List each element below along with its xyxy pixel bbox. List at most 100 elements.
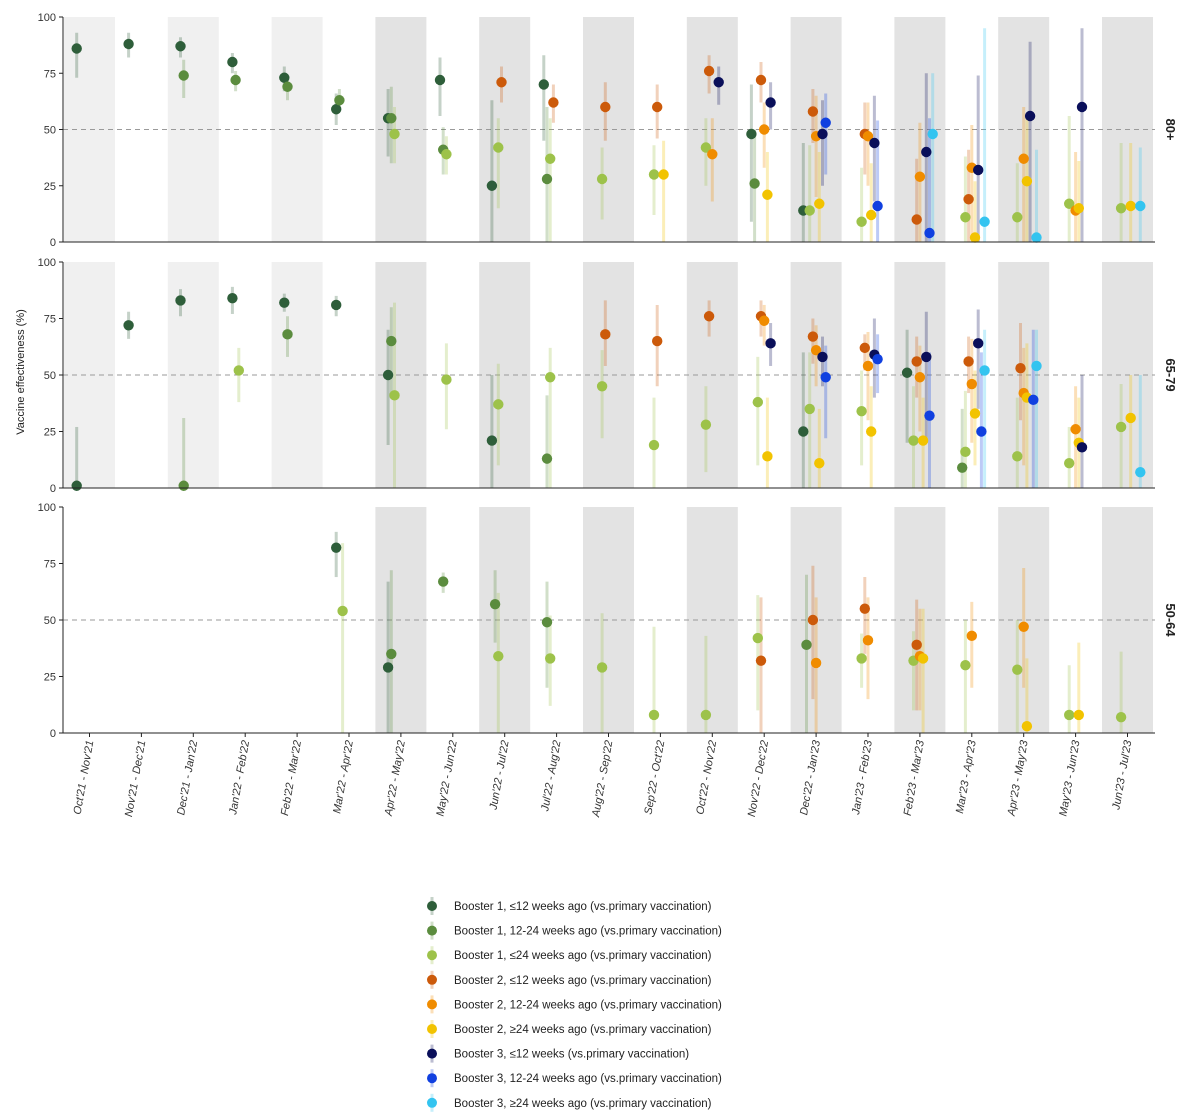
legend-item-label: Booster 2, ≤12 weeks ago (vs.primary vac…: [454, 975, 712, 987]
data-point: [279, 72, 290, 83]
data-point: [856, 216, 867, 227]
x-tick-label: Oct'21 - Nov'21: [72, 739, 97, 815]
data-point: [963, 194, 974, 205]
data-point: [927, 128, 938, 140]
data-point: [957, 462, 968, 473]
data-point: [973, 338, 984, 349]
data-point: [914, 171, 926, 182]
data-point: [1115, 203, 1127, 214]
y-tick-label: 25: [44, 672, 56, 684]
data-point: [596, 662, 608, 673]
x-tick-label: Apr'22 - May'22: [383, 739, 408, 817]
data-point: [911, 214, 922, 225]
y-tick-label: 25: [44, 181, 56, 193]
data-point: [1076, 442, 1088, 453]
data-point: [924, 227, 935, 239]
data-point: [960, 212, 971, 223]
data-point: [1064, 457, 1075, 469]
data-point: [752, 632, 763, 644]
legend: Booster 1, ≤12 weeks ago (vs.primary vac…: [427, 897, 722, 1112]
x-tick-label: Dec'21 - Jan'22: [175, 739, 200, 816]
data-point: [960, 446, 971, 458]
data-point: [493, 399, 504, 410]
data-point: [1135, 466, 1146, 478]
month-band: [998, 262, 1050, 488]
data-point: [541, 173, 553, 185]
data-point: [493, 650, 504, 662]
data-point: [489, 598, 501, 610]
data-point: [123, 320, 134, 331]
data-point: [856, 405, 867, 417]
data-point: [765, 97, 776, 108]
legend-key-point: [427, 901, 437, 911]
data-point: [230, 74, 241, 86]
panel-label: 65-79: [1163, 358, 1178, 391]
month-band: [583, 262, 634, 488]
data-point: [279, 297, 290, 308]
data-point: [227, 292, 238, 304]
month-band: [998, 17, 1050, 242]
data-point: [814, 198, 825, 209]
month-band: [583, 17, 634, 242]
x-tick-label: Feb'23 - Mar'23: [902, 739, 927, 817]
data-point: [914, 372, 926, 383]
x-tick-label: Mar'23 - Apr'23: [954, 739, 979, 815]
legend-key-point: [427, 974, 437, 985]
data-point: [810, 657, 822, 669]
data-point: [331, 542, 342, 553]
legend-key-point: [427, 1073, 437, 1084]
data-point: [178, 480, 189, 491]
data-point: [1135, 200, 1146, 212]
data-point: [389, 390, 400, 401]
legend-key-point: [427, 1097, 437, 1108]
month-band: [790, 262, 842, 488]
data-point: [810, 344, 822, 356]
data-point: [969, 408, 981, 419]
x-tick-label: Jan'22 - Feb'22: [227, 739, 252, 816]
data-point: [1115, 421, 1127, 433]
data-point: [1015, 363, 1026, 374]
legend-item-label: Booster 3, ≥24 weeks ago (vs.primary vac…: [454, 1098, 712, 1110]
data-point: [859, 603, 870, 614]
data-point: [1076, 101, 1088, 113]
legend-item-label: Booster 3, ≤12 weeks (vs.primary vaccina…: [454, 1049, 689, 1061]
data-point: [1125, 412, 1136, 424]
data-point: [969, 232, 981, 243]
x-tick-label: Mar'22 - Apr'22: [331, 739, 356, 814]
y-tick-label: 25: [44, 427, 56, 439]
data-point: [908, 435, 919, 446]
data-point: [807, 614, 819, 626]
data-point: [862, 131, 874, 142]
data-point: [596, 173, 608, 185]
legend-item-label: Booster 1, ≤12 weeks ago (vs.primary vac…: [454, 901, 712, 913]
data-point: [801, 639, 812, 651]
data-point: [814, 457, 825, 469]
x-tick-label: Nov'22 - Dec'22: [746, 739, 771, 817]
x-tick-label: Sep'22 - Oct'22: [642, 739, 667, 815]
data-point: [872, 353, 883, 365]
data-point: [921, 351, 932, 363]
data-point: [600, 329, 611, 340]
data-point: [966, 378, 977, 390]
data-point: [496, 77, 507, 88]
data-point: [804, 403, 815, 415]
x-tick-label: Nov'21 - Dec'21: [123, 739, 148, 817]
data-point: [820, 372, 831, 383]
y-tick-label: 75: [44, 314, 56, 326]
data-point: [759, 124, 770, 135]
legend-key-point: [427, 999, 437, 1010]
x-tick-label: Apr'23 - May'23: [1005, 739, 1030, 818]
month-band: [64, 262, 115, 488]
data-point: [752, 396, 763, 408]
x-tick-label: Jul'22 - Aug'22: [539, 739, 563, 813]
y-tick-label: 100: [38, 12, 56, 24]
data-point: [123, 38, 134, 50]
data-point: [386, 113, 397, 124]
data-point: [755, 655, 767, 666]
data-point: [804, 205, 815, 216]
data-point: [700, 709, 712, 721]
data-point: [1064, 198, 1075, 209]
data-point: [545, 372, 556, 383]
data-point: [652, 101, 663, 113]
